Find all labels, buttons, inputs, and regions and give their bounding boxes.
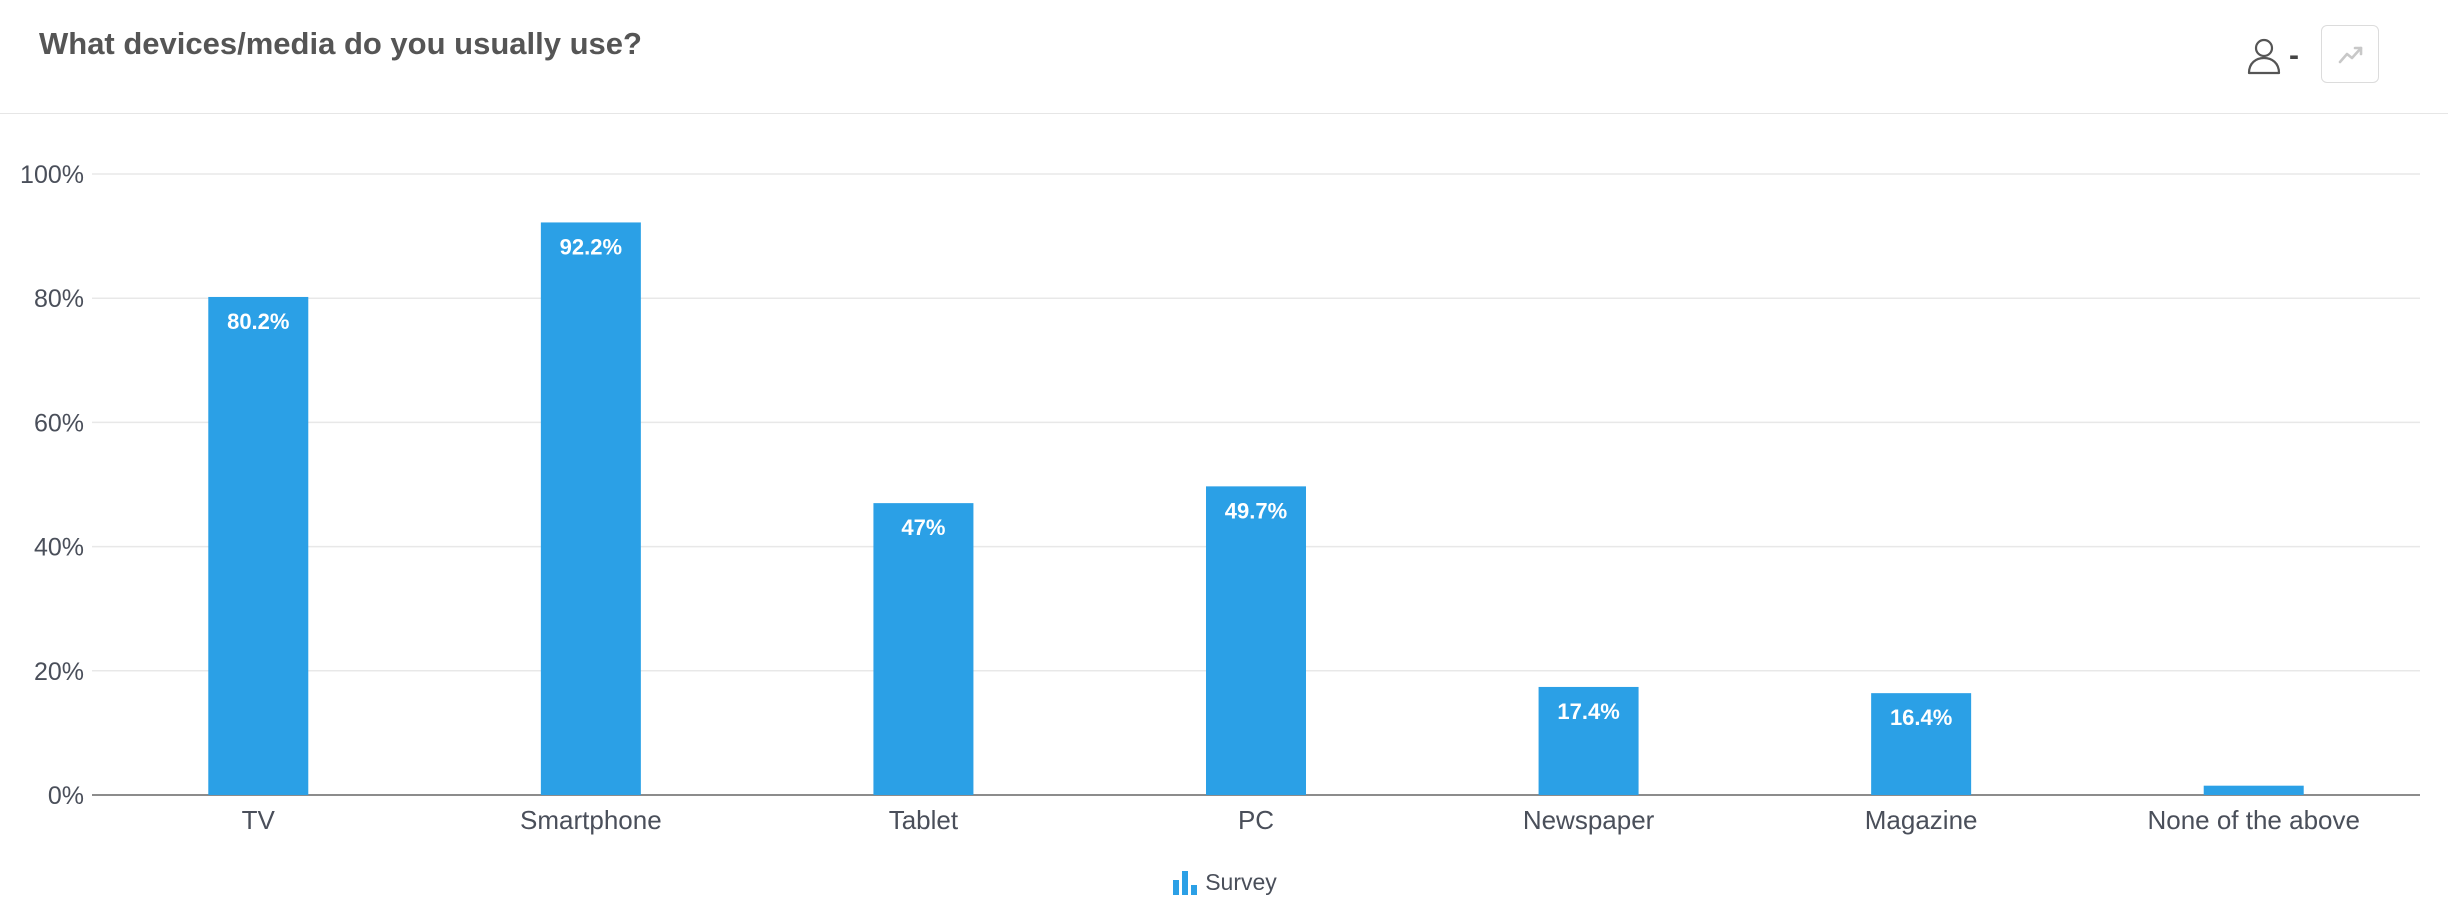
bar-value-label: 92.2% — [560, 234, 622, 259]
x-tick-label: PC — [1238, 805, 1274, 835]
y-axis-ticks: 0% 20% 40% 60% 80% 100% — [20, 161, 84, 810]
x-tick-label: Newspaper — [1523, 805, 1655, 835]
bar-value-label: 17.4% — [1557, 699, 1619, 724]
y-tick-label: 100% — [20, 161, 84, 189]
y-tick-label: 60% — [34, 409, 84, 437]
bar[interactable] — [1871, 693, 1972, 795]
x-tick-label: TV — [242, 805, 276, 835]
y-tick-label: 0% — [48, 782, 84, 810]
bar[interactable] — [1538, 686, 1639, 795]
y-tick-label: 20% — [34, 658, 84, 686]
bar-chart-icon — [1173, 871, 1198, 895]
x-tick-label: None of the above — [2147, 805, 2360, 835]
trend-toggle-button[interactable] — [2321, 25, 2379, 83]
chart-title: What devices/media do you usually use? — [39, 26, 642, 61]
chart-header: What devices/media do you usually use? - — [0, 0, 2448, 114]
trend-line-icon — [2338, 46, 2363, 64]
x-tick-label: Smartphone — [520, 805, 662, 835]
x-tick-label: Tablet — [889, 805, 959, 835]
y-tick-label: 80% — [34, 285, 84, 313]
bar[interactable] — [1206, 486, 1306, 795]
user-filter[interactable]: - — [2244, 36, 2300, 76]
x-tick-label: Magazine — [1865, 805, 1978, 835]
legend[interactable]: Survey — [0, 862, 2448, 902]
user-icon — [2247, 38, 2281, 75]
bar-value-label: 16.4% — [1890, 705, 1952, 730]
bar[interactable] — [2203, 785, 2304, 795]
bar[interactable] — [540, 222, 641, 796]
x-axis-labels: TV Smartphone Tablet PC Newspaper Magazine Non… — [242, 805, 2360, 835]
bar-value-label: 80.2% — [227, 309, 289, 334]
bar-chart: 0% 20% 40% 60% 80% 100% 80.2% 92.2% 47% 49.7% 17.… — [20, 161, 2420, 835]
bars: 80.2% 92.2% 47% 49.7% 17.4% 16.4% — [208, 222, 2304, 796]
legend-label: Survey — [1205, 868, 1277, 895]
bar[interactable] — [873, 503, 974, 795]
bar-value-label: 49.7% — [1225, 498, 1287, 523]
y-tick-label: 40% — [34, 534, 84, 562]
bar-value-label: 47% — [901, 515, 945, 540]
bar[interactable] — [208, 296, 309, 795]
user-filter-value: - — [2289, 39, 2299, 72]
